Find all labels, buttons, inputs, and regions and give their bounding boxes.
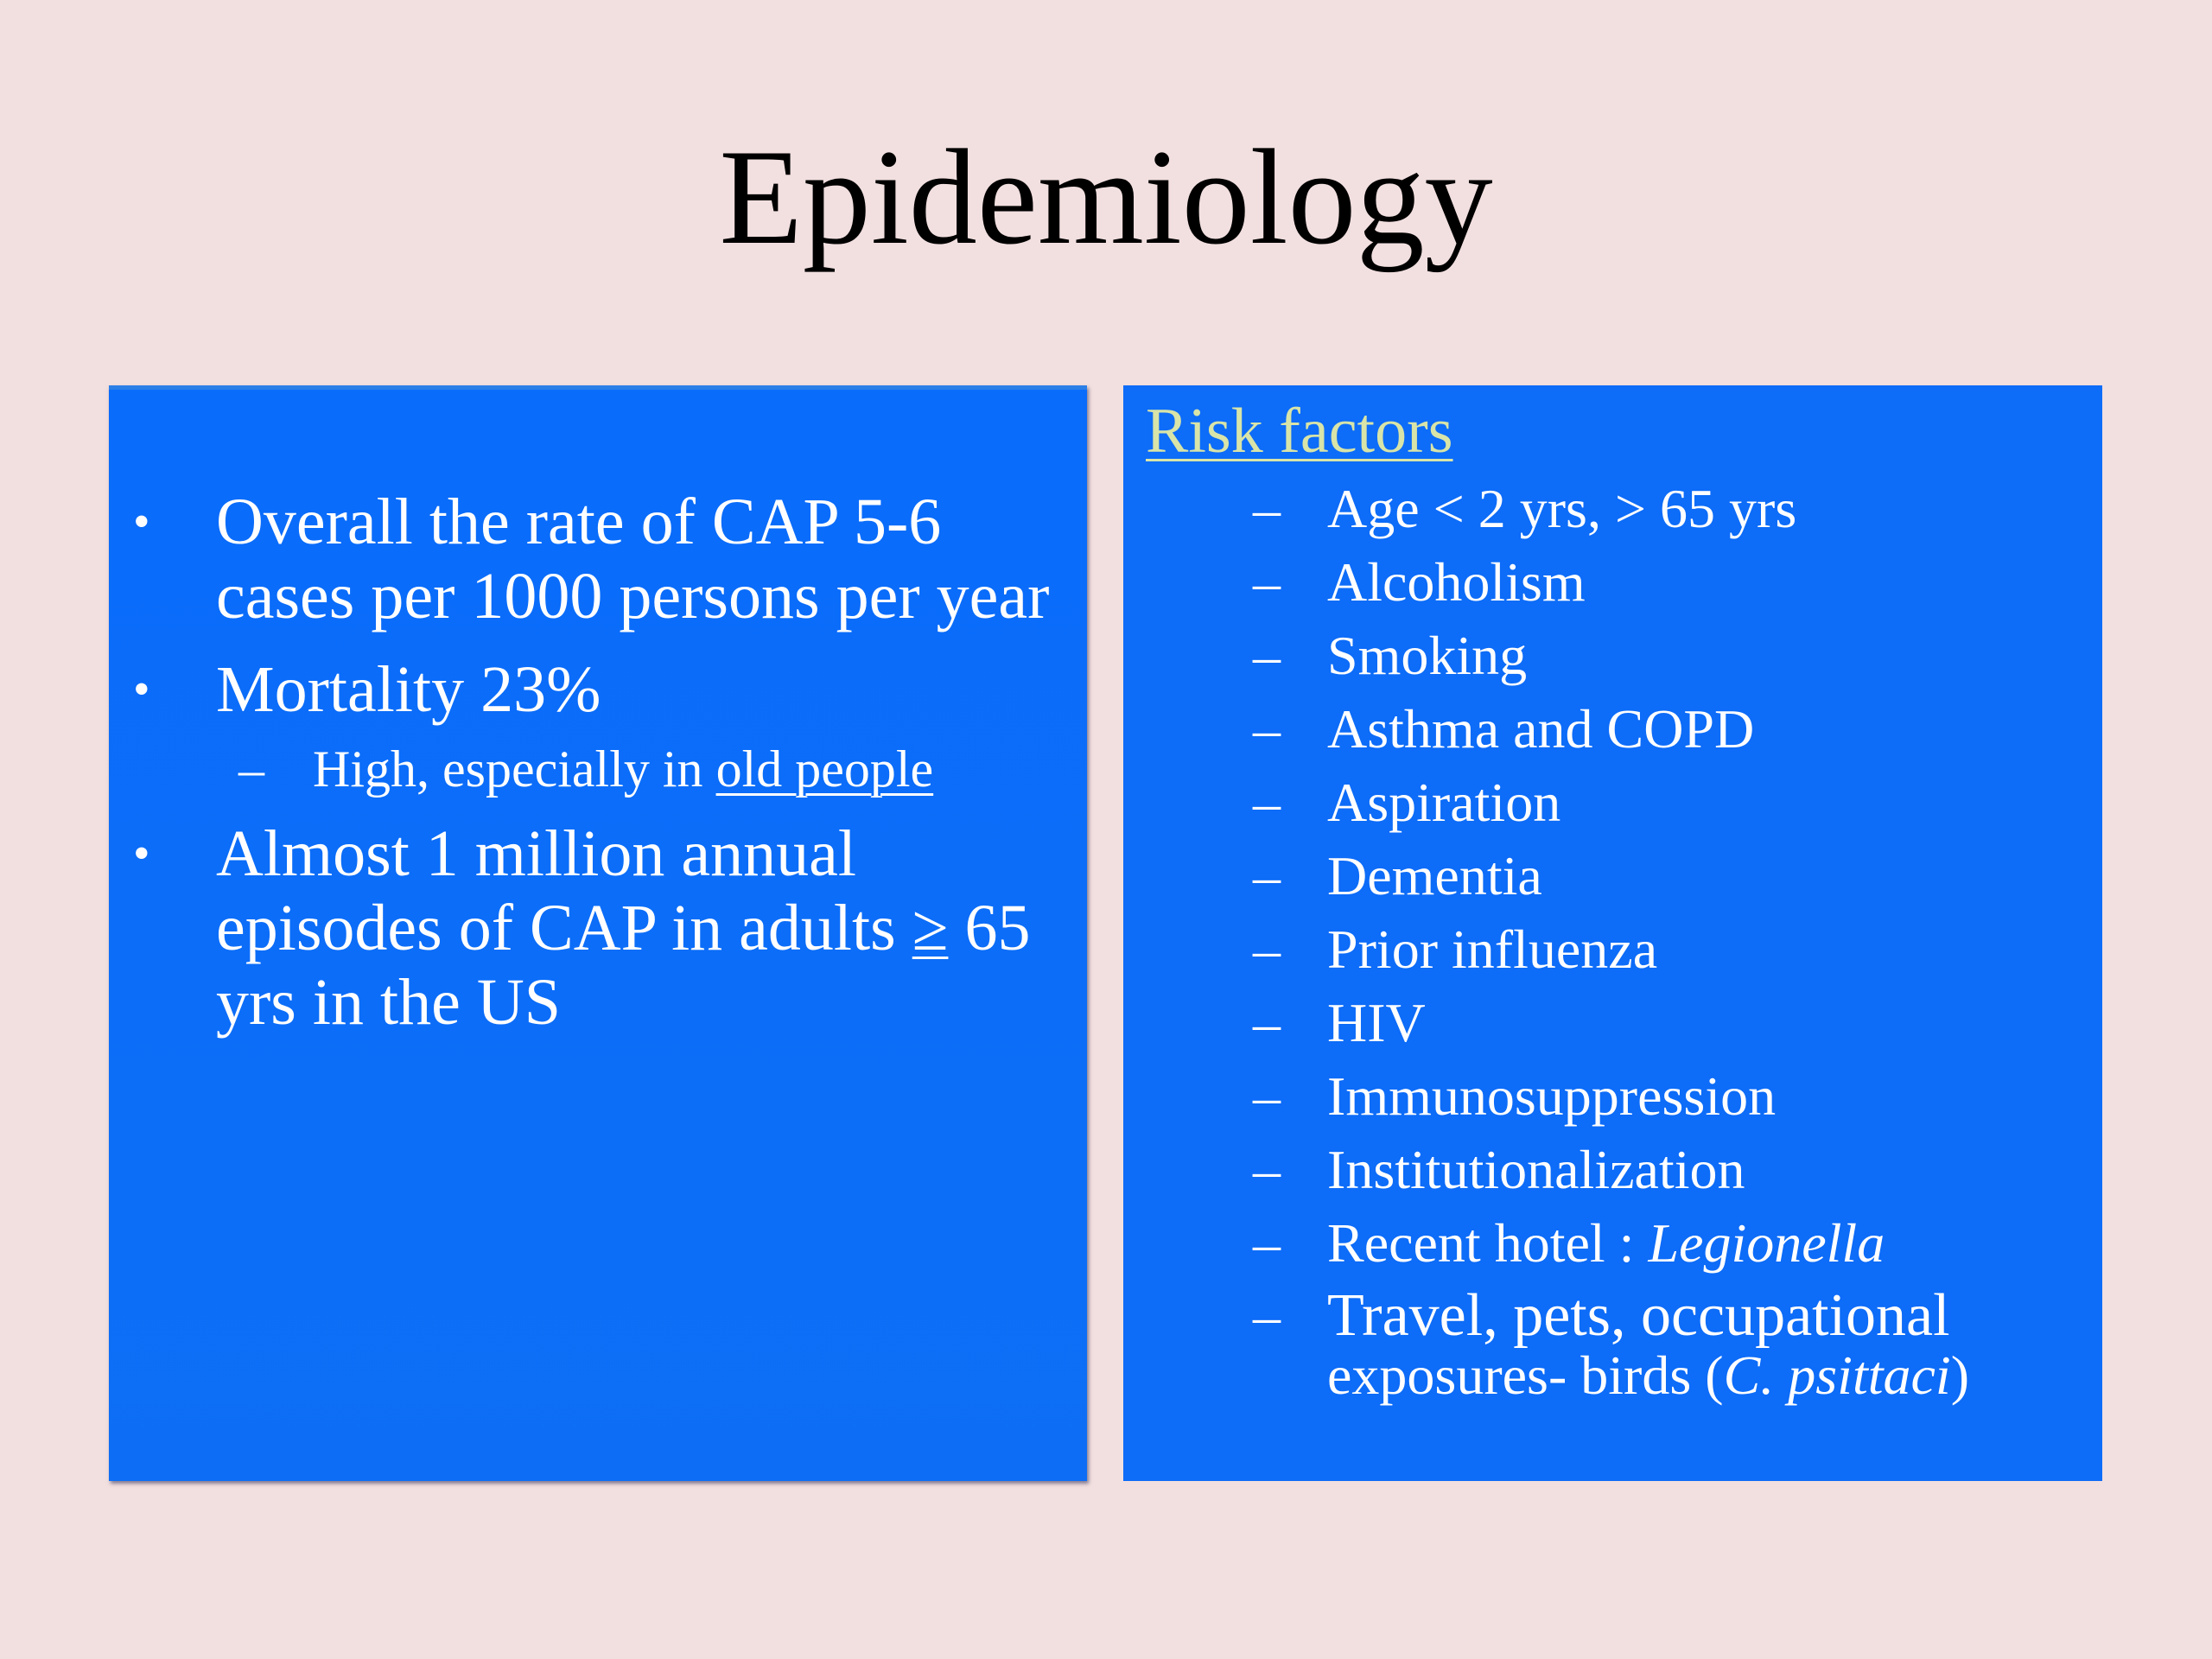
risk-factor-italic-text: C. psittaci — [1723, 1344, 1951, 1406]
bullet-text: Almost 1 million annual episodes of CAP … — [216, 817, 912, 964]
risk-factor-italic-text: Legionella — [1648, 1212, 1885, 1274]
bullet-text: Mortality 23% — [216, 653, 601, 726]
dash-icon: – — [1253, 1139, 1281, 1200]
risk-factor-item: – HIV — [1123, 986, 2088, 1059]
risk-factor-text: Aspiration — [1327, 772, 1561, 833]
risk-factor-item: – Asthma and COPD — [1123, 692, 2088, 766]
dash-icon: – — [1253, 1212, 1281, 1274]
risk-factor-item: – Alcoholism — [1123, 545, 2088, 619]
bullet-item: • Overall the rate of CAP 5-6 cases per … — [109, 485, 1080, 633]
dash-icon: – — [238, 741, 264, 798]
dash-icon: – — [1253, 1285, 1281, 1346]
risk-factor-text: Alcoholism — [1327, 551, 1586, 613]
sub-bullet-underlined-text: old people — [715, 741, 934, 798]
risk-factor-text: Prior influenza — [1327, 918, 1658, 980]
bullet-icon: • — [133, 827, 150, 880]
risk-factor-text: Travel, pets, occupational — [1327, 1282, 1950, 1349]
risk-factor-text: Dementia — [1327, 845, 1542, 906]
bullet-icon: • — [133, 495, 150, 549]
bullet-text: Overall the rate of CAP 5-6 cases per 10… — [216, 486, 1050, 632]
risk-factors-panel: Risk factors – Age < 2 yrs, > 65 yrs – Alc… — [1123, 385, 2102, 1481]
risk-factor-text: Institutionalization — [1327, 1139, 1745, 1200]
risk-factor-text: Age < 2 yrs, > 65 yrs — [1327, 478, 1797, 539]
bullet-text-suffix: 65 yrs in the US — [216, 892, 1031, 1039]
risk-factor-item: – Institutionalization — [1123, 1133, 2088, 1206]
bullet-icon: • — [133, 663, 150, 716]
epidemiology-panel: • Overall the rate of CAP 5-6 cases per … — [109, 385, 1087, 1481]
risk-factor-text-suffix: ) — [1950, 1344, 1969, 1406]
risk-factors-heading: Risk factors — [1146, 396, 1453, 467]
risk-factor-text-continued: exposures- birds ( — [1327, 1344, 1724, 1406]
risk-factor-item: – Dementia — [1123, 839, 2088, 912]
dash-icon: – — [1253, 478, 1281, 539]
dash-icon: – — [1253, 918, 1281, 980]
risk-factor-item: – Age < 2 yrs, > 65 yrs — [1123, 472, 2088, 545]
risk-factor-item: – Recent hotel : Legionella — [1123, 1206, 2088, 1280]
sub-bullet-item: – High, especially in old people — [109, 737, 1082, 801]
dash-icon: – — [1253, 1065, 1281, 1127]
risk-factor-text: Asthma and COPD — [1327, 698, 1755, 760]
risk-factor-item: – Prior influenza — [1123, 912, 2088, 986]
epidemiology-bullet-list: • Overall the rate of CAP 5-6 cases per … — [109, 485, 1087, 1058]
slide-title: Epidemiology — [719, 122, 1493, 273]
greater-equal-symbol: ≥ — [912, 892, 949, 964]
dash-icon: – — [1253, 698, 1281, 760]
risk-factors-list: – Age < 2 yrs, > 65 yrs – Alcoholism – Smok… — [1123, 472, 2102, 1405]
dash-icon: – — [1253, 845, 1281, 906]
risk-factor-item: – Smoking — [1123, 619, 2088, 692]
dash-icon: – — [1253, 992, 1281, 1053]
dash-icon: – — [1253, 551, 1281, 613]
risk-factor-text: Immunosuppression — [1327, 1065, 1777, 1127]
risk-factor-text: Smoking — [1327, 625, 1528, 686]
bullet-item: • Mortality 23% — [109, 652, 1080, 727]
risk-factor-item: – Aspiration — [1123, 766, 2088, 839]
risk-factor-text: HIV — [1327, 992, 1426, 1053]
risk-factor-item: – Immunosuppression — [1123, 1059, 2088, 1133]
risk-factor-text: Recent hotel : — [1327, 1212, 1649, 1274]
bullet-item: • Almost 1 million annual episodes of CA… — [109, 817, 1080, 1039]
dash-icon: – — [1253, 772, 1281, 833]
sub-bullet-text: High, especially in — [313, 741, 716, 798]
dash-icon: – — [1253, 625, 1281, 686]
risk-factor-item: – Travel, pets, occupational exposures- … — [1123, 1285, 2088, 1406]
